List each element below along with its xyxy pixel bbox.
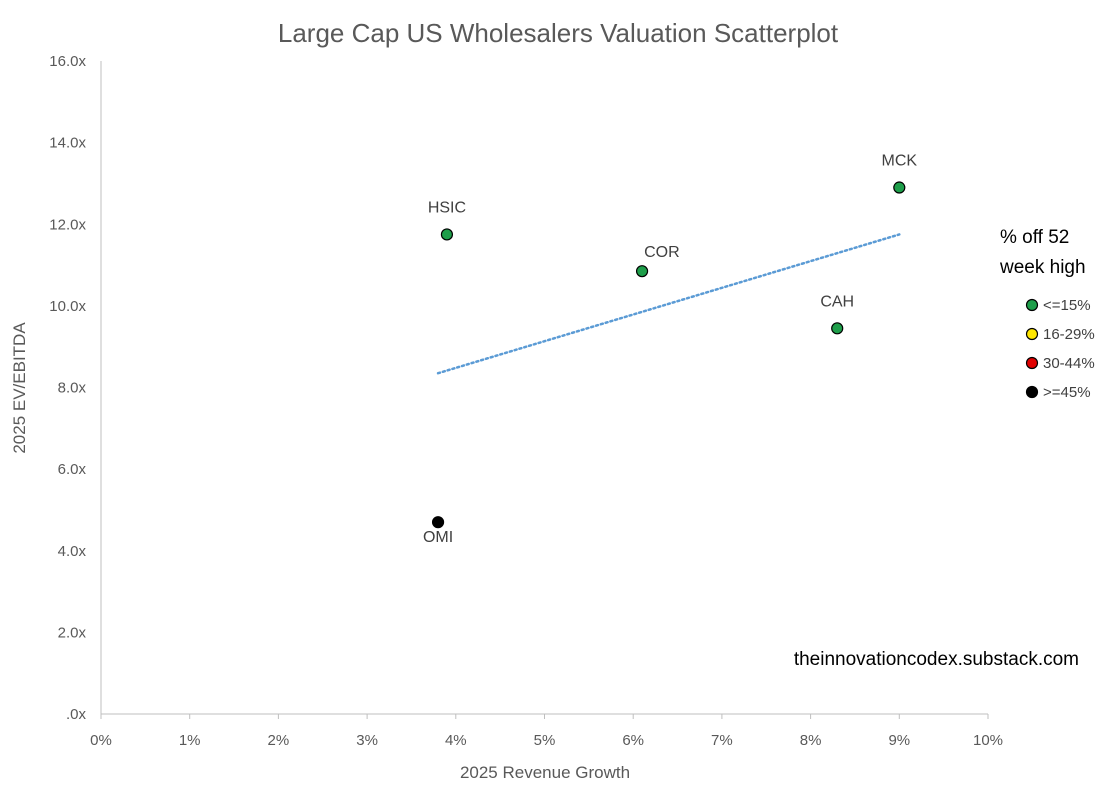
legend-label: 16-29%: [1043, 326, 1095, 343]
data-point-cor: [635, 265, 649, 278]
x-axis-title: 2025 Revenue Growth: [460, 763, 630, 782]
chart-title: Large Cap US Wholesalers Valuation Scatt…: [278, 18, 839, 48]
y-tick-label: 14.0x: [49, 135, 86, 152]
x-tick-label: 7%: [711, 732, 733, 749]
legend-label: >=45%: [1043, 384, 1091, 401]
data-label-mck: MCK: [882, 153, 918, 170]
x-tick-label: 1%: [179, 732, 201, 749]
data-point-omi: [431, 516, 445, 529]
data-point-cah: [831, 322, 844, 335]
trendline: [436, 233, 901, 375]
trendline-group: [436, 233, 901, 375]
legend-title-line-2: week high: [999, 257, 1086, 278]
x-tick-label: 4%: [445, 732, 467, 749]
x-tick-label: 3%: [356, 732, 378, 749]
y-tick-label: 10.0x: [49, 298, 86, 315]
x-tick-label: 0%: [90, 732, 112, 749]
legend-label: <=15%: [1043, 297, 1091, 314]
legend-marker: [1025, 385, 1039, 399]
y-tick-label: .0x: [66, 706, 87, 723]
x-tick-label: 5%: [534, 732, 556, 749]
legend-items: <=15% 16-29% 30-44% >=45%: [1025, 297, 1095, 401]
y-tick-label: 8.0x: [58, 380, 87, 397]
x-tick-label: 9%: [888, 732, 910, 749]
y-tick-label: 2.0x: [58, 624, 87, 641]
legend-title-line-1: % off 52: [1000, 227, 1069, 248]
data-point-hsic: [440, 228, 454, 241]
y-axis-title: 2025 EV/EBITDA: [10, 322, 29, 454]
y-tick-label: 6.0x: [58, 461, 87, 478]
data-label-hsic: HSIC: [428, 199, 466, 216]
legend-marker: [1025, 298, 1039, 312]
y-tick-label: 16.0x: [49, 53, 86, 70]
x-tick-label: 10%: [973, 732, 1003, 749]
x-tick-label: 2%: [268, 732, 290, 749]
source-watermark: theinnovationcodex.substack.com: [794, 649, 1079, 670]
legend-label: 30-44%: [1043, 355, 1095, 372]
data-points: MCK HSIC COR CAH OMI: [423, 153, 917, 547]
legend: % off 52 week high <=15% 16-29% 30-44% >=45…: [999, 227, 1095, 401]
legend-marker: [1025, 356, 1039, 370]
x-tick-label: 6%: [622, 732, 644, 749]
data-label-cor: COR: [644, 244, 680, 261]
y-tick-label: 12.0x: [49, 216, 86, 233]
legend-marker: [1025, 327, 1039, 341]
y-tick-label: 4.0x: [58, 543, 87, 560]
data-label-cah: CAH: [820, 293, 854, 310]
x-tick-label: 8%: [800, 732, 822, 749]
axes: 0% 1% 2% 3% 4% 5% 6% 7% 8% 9% 10% .0x 2.0x 4.0x 6.0x 8.…: [49, 53, 1003, 749]
data-label-omi: OMI: [423, 529, 453, 546]
data-point-mck: [893, 181, 906, 194]
